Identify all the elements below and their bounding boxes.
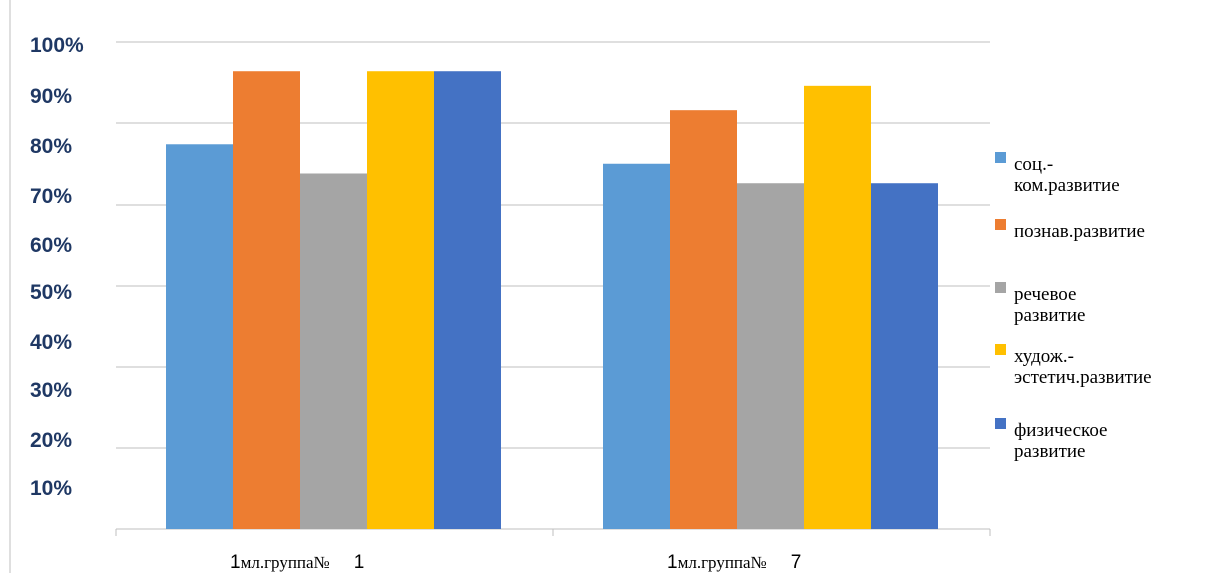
category-label: 1мл.группа№ 1 [230, 552, 364, 573]
y-tick-label: 100% [30, 34, 84, 57]
legend-item: худож.-эстетич.развитие [995, 344, 1152, 388]
legend-swatch [995, 418, 1006, 429]
bars [166, 71, 938, 530]
bar [871, 183, 938, 530]
legend-swatch [995, 219, 1006, 230]
bar [737, 183, 804, 530]
bar [603, 163, 670, 529]
bar [670, 110, 737, 530]
legend-label: речевое [1014, 284, 1076, 305]
y-tick-label: 50% [30, 281, 72, 304]
legend-label: развитие [1014, 441, 1085, 462]
y-tick-label: 80% [30, 135, 72, 158]
bar [367, 71, 434, 529]
y-tick-label: 40% [30, 331, 72, 354]
legend: соц.-ком.развитиепознав.развитиеречевоер… [995, 152, 1152, 462]
bar [233, 71, 300, 529]
y-tick-label: 70% [30, 185, 72, 208]
legend-item: познав.развитие [995, 219, 1145, 242]
category-labels: 1мл.группа№ 1 1мл.группа№ 7 [230, 552, 801, 573]
bar [434, 71, 501, 529]
y-tick-label: 90% [30, 85, 72, 108]
y-tick-label: 10% [30, 477, 72, 500]
y-tick-label: 30% [30, 379, 72, 402]
legend-label: познав.развитие [1014, 221, 1145, 242]
y-tick-label: 20% [30, 429, 72, 452]
legend-label: худож.- [1014, 346, 1074, 367]
legend-swatch [995, 344, 1006, 355]
category-label: 1мл.группа№ 7 [667, 552, 801, 573]
legend-label: развитие [1014, 305, 1085, 326]
bar [166, 144, 233, 529]
legend-swatch [995, 282, 1006, 293]
bar [300, 173, 367, 530]
legend-label: физическое [1014, 420, 1107, 441]
legend-label: соц.- [1014, 154, 1053, 175]
legend-item: соц.-ком.развитие [995, 152, 1120, 196]
legend-label: эстетич.развитие [1014, 367, 1152, 388]
y-tick-labels: 100% 90% 80% 70% 60% 50% 40% 30% 20% 10% [30, 34, 84, 500]
bar [804, 85, 871, 529]
legend-label: ком.развитие [1014, 175, 1120, 196]
y-tick-label: 60% [30, 234, 72, 257]
legend-swatch [995, 152, 1006, 163]
